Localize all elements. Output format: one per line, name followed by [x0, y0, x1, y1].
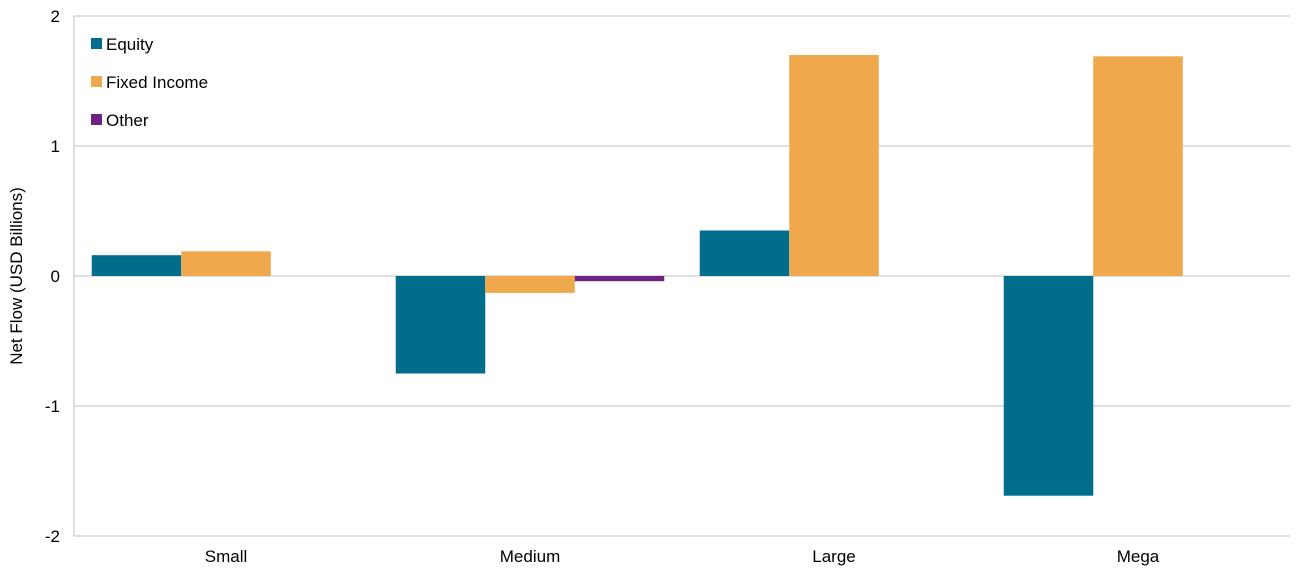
bar-fixed-income-large [789, 55, 879, 276]
legend-label: Fixed Income [106, 73, 208, 92]
y-tick-label: 0 [51, 267, 60, 286]
bar-equity-large [699, 230, 790, 276]
legend-swatch-fixed-income [91, 76, 102, 87]
bar-other-medium [574, 276, 665, 282]
bar-equity-mega [1003, 276, 1094, 496]
bar-fixed-income-small [181, 251, 271, 276]
legend-swatch-equity [91, 38, 102, 49]
y-axis-label: Net Flow (USD Billions) [7, 187, 26, 365]
legend-swatch-other [91, 114, 102, 125]
y-tick-label: -1 [45, 397, 60, 416]
legend: Equity Fixed Income Other [91, 35, 208, 130]
y-tick-label: 2 [51, 7, 60, 26]
legend-label: Other [106, 111, 149, 130]
legend-label: Equity [106, 35, 154, 54]
axes: Net Flow (USD Billions) 2 1 0 -1 -2 Small Medi… [7, 7, 1160, 566]
bar-fixed-income-medium [485, 276, 575, 293]
x-tick-label: Medium [500, 547, 560, 566]
bar-equity-small [91, 255, 182, 276]
bar-equity-medium [395, 276, 486, 374]
y-tick-label: -2 [45, 527, 60, 546]
y-tick-label: 1 [51, 137, 60, 156]
x-tick-label: Large [812, 547, 855, 566]
x-tick-label: Small [205, 547, 248, 566]
x-tick-label: Mega [1117, 547, 1160, 566]
bar-fixed-income-mega [1093, 56, 1183, 276]
bars [91, 55, 1183, 496]
